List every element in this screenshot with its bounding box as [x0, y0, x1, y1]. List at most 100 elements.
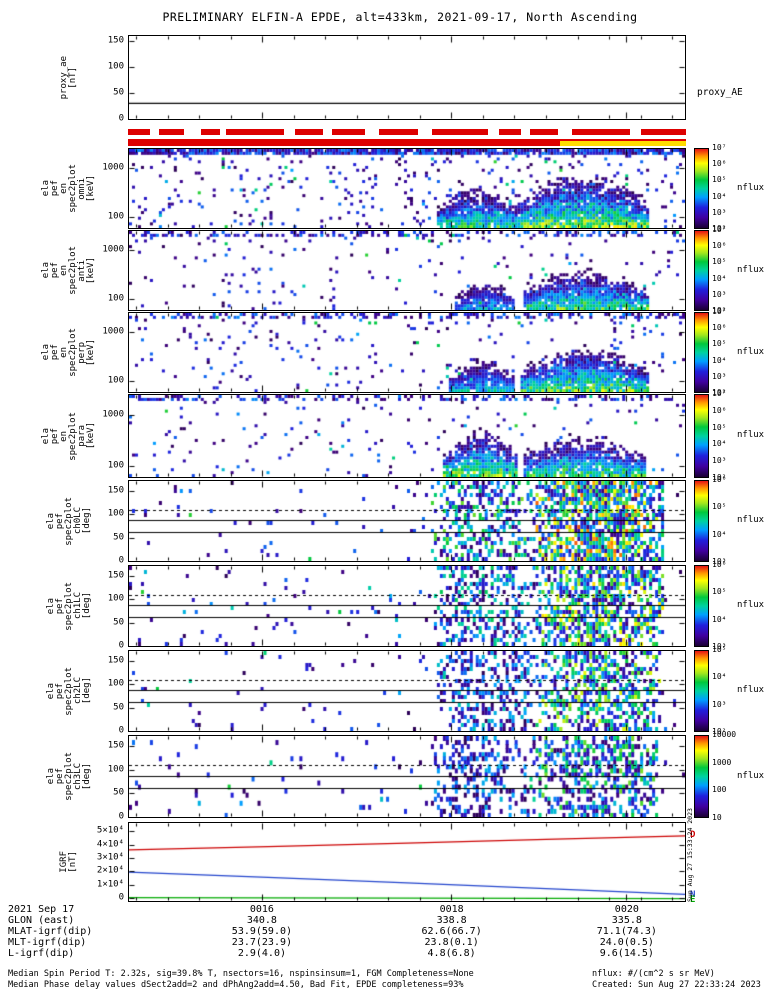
colorbar-tick: 10² — [712, 727, 727, 736]
axis-value: 4.8(6.8) — [427, 948, 476, 959]
ytick-label: 0 — [118, 555, 124, 566]
colorbar-unit-label: nflux — [737, 685, 765, 695]
ylabel-line: [keV] — [86, 422, 96, 450]
axis-row-label: MLT-igrf(dip) — [8, 937, 87, 948]
panel-canvas-ela_pef_spec2plot_ch2LC — [129, 651, 685, 731]
panel-ela_pef_en_spec2plot_para — [128, 394, 686, 478]
quality-bar-topline — [128, 139, 686, 141]
colorbar-ela_pef_spec2plot_ch1LC — [694, 565, 709, 647]
colorbar-tick: 10⁷ — [712, 389, 727, 398]
ylabel-line: [nT] — [68, 66, 78, 89]
colorbar-tick: 10000 — [712, 730, 737, 739]
ytick-label: 100 — [107, 508, 124, 519]
colorbar-tick: 10⁴ — [712, 614, 727, 624]
colorbar-tick: 10⁵ — [712, 645, 727, 654]
colorbar-tick: 10 — [712, 813, 722, 822]
panel-canvas-ela_pef_en_spec2plot_omni — [129, 149, 685, 228]
panel-canvas-ela_pef_spec2plot_ch3LC — [129, 736, 685, 817]
colorbar-tick: 10⁵ — [712, 339, 727, 349]
ytick-label: 0 — [118, 811, 124, 822]
colorbar-ela_pef_en_spec2plot_omni — [694, 148, 709, 229]
panel-canvas-proxy_ae — [129, 36, 685, 119]
panel-right-label: proxy_AE — [697, 86, 743, 98]
colorbar-tick: 10³ — [712, 557, 727, 566]
axis-row-label: MLAT-igrf(dip) — [8, 926, 93, 937]
footer-left-line1: Median Spin Period T: 2.32s, sig=39.8% T… — [8, 969, 474, 979]
colorbar-ela_pef_spec2plot_ch3LC — [694, 735, 709, 818]
ytick-label: 100 — [107, 764, 124, 775]
availability-bar-segment — [641, 129, 686, 135]
colorbar-tick: 10⁴ — [712, 529, 727, 539]
colorbar-tick: 10⁶ — [712, 323, 727, 333]
ytick-label: 150 — [107, 570, 124, 581]
ylabel-line: [keV] — [86, 256, 96, 285]
panel-canvas-ela_pef_en_spec2plot_perp — [129, 313, 685, 392]
colorbar-tick: 10⁴ — [712, 439, 727, 449]
time-tick-label: 0016 — [249, 904, 274, 915]
ytick-label: 1×10⁴ — [96, 879, 124, 890]
colorbar-ela_pef_spec2plot_ch0LC — [694, 480, 709, 562]
axis-row-label: GLON (east) — [8, 915, 75, 926]
colorbar-tick: 10⁷ — [712, 225, 727, 234]
colorbar-tick: 1000 — [712, 757, 732, 767]
ytick-label: 50 — [113, 787, 124, 798]
colorbar-tick: 10³ — [712, 642, 727, 651]
ytick-label: 100 — [107, 593, 124, 604]
axis-value: 53.9(59.0) — [231, 926, 293, 937]
availability-bar-segment — [295, 129, 324, 135]
axis-value: 2.9(4.0) — [237, 948, 286, 959]
panel-canvas-ela_pef_en_spec2plot_anti — [129, 231, 685, 310]
colorbar-tick: 10³ — [712, 456, 727, 466]
footer-right-line2: Created: Sun Aug 27 22:33:24 2023 — [592, 980, 761, 990]
ytick-label: 50 — [113, 87, 124, 98]
ytick-label: 0 — [118, 640, 124, 651]
colorbar-tick: 10⁵ — [712, 502, 727, 512]
axis-value: 24.0(0.5) — [599, 937, 654, 948]
colorbar-tick: 100 — [712, 785, 727, 795]
availability-bar-segment — [331, 129, 366, 135]
panel-ela_pef_spec2plot_ch1LC — [128, 565, 686, 647]
ytick-label: 100 — [107, 293, 124, 304]
series-end-label-E: E — [690, 894, 696, 905]
ytick-label: 5×10⁴ — [96, 825, 124, 836]
availability-bar-segment — [499, 129, 522, 135]
ylabel-line: [nT] — [68, 851, 78, 873]
series-end-label-N: N — [690, 890, 696, 901]
panel-ela_pef_en_spec2plot_perp — [128, 312, 686, 393]
colorbar-tick: 10⁴ — [712, 273, 727, 283]
axis-value: 23.7(23.9) — [231, 937, 293, 948]
axis-value: 340.8 — [246, 915, 277, 926]
ytick-label: 50 — [113, 617, 124, 628]
availability-bar-segment — [200, 129, 221, 135]
colorbar-unit-label: nflux — [737, 182, 765, 193]
axis-row-label: L-igrf(dip) — [8, 948, 75, 959]
panel-ela_pef_en_spec2plot_anti — [128, 230, 686, 311]
axis-value: 71.1(74.3) — [596, 926, 657, 937]
plot-title: PRELIMINARY ELFIN-A EPDE, alt=433km, 202… — [162, 10, 638, 24]
colorbar-tick: 10³ — [712, 699, 727, 709]
quality-bar-segment — [128, 139, 561, 146]
colorbar-tick: 10⁶ — [712, 560, 727, 569]
ytick-label: 0 — [118, 725, 124, 736]
series-end-label-D: D — [690, 830, 696, 841]
colorbar-tick: 10² — [712, 224, 727, 233]
colorbar-tick: 10⁶ — [712, 405, 727, 415]
colorbar-tick: 10² — [712, 388, 727, 397]
ytick-label: 100 — [107, 460, 124, 471]
ytick-label: 50 — [113, 702, 124, 713]
ytick-label: 1000 — [102, 162, 124, 173]
colorbar-tick: 10⁵ — [712, 257, 727, 267]
ytick-label: 0 — [118, 892, 124, 903]
ytick-label: 4×10⁴ — [96, 839, 124, 850]
ytick-label: 150 — [107, 35, 124, 46]
panel-ela_pef_spec2plot_ch0LC — [128, 480, 686, 562]
axis-value: 9.6(14.5) — [599, 948, 654, 959]
colorbar-unit-label: nflux — [737, 346, 765, 357]
ytick-label: 150 — [107, 655, 124, 666]
axis-value: 338.8 — [436, 915, 467, 926]
colorbar-tick: 10⁴ — [712, 355, 727, 365]
ytick-label: 100 — [107, 211, 124, 222]
ytick-label: 100 — [107, 678, 124, 689]
colorbar-tick: 10⁶ — [712, 475, 727, 484]
